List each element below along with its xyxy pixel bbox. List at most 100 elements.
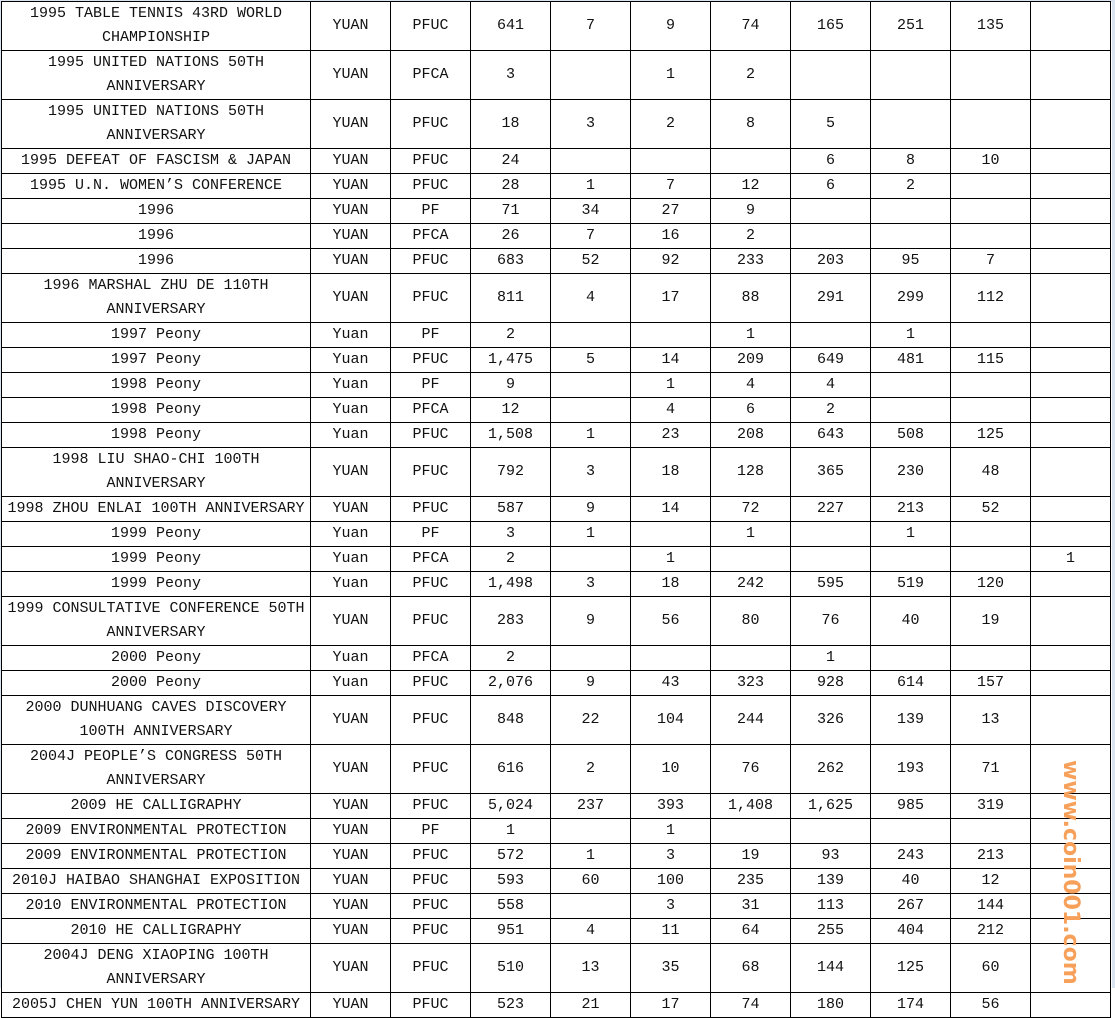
grade-5-cell — [870, 645, 951, 671]
grade-3-cell: 74 — [710, 1, 791, 51]
table-row: 1998 Peony Yuan PFCA 12 4 6 2 — [1, 397, 1111, 423]
grade-2-cell: 3 — [630, 893, 711, 919]
table-row: 2009 ENVIRONMENTAL PROTECTION YUAN PFUC 572… — [1, 843, 1111, 869]
grade-6-cell: 125 — [950, 422, 1031, 448]
grade-5-cell: 243 — [870, 843, 951, 869]
issue-name-cell: 1996 — [1, 248, 311, 274]
grade-1-cell: 9 — [550, 596, 631, 646]
total-cell: 12 — [470, 397, 551, 423]
grade-7-cell — [1030, 248, 1111, 274]
grade-3-cell: 76 — [710, 744, 791, 794]
type-cell: PFUC — [390, 496, 471, 522]
grade-2-cell: 18 — [630, 447, 711, 497]
grade-4-cell: 928 — [790, 670, 871, 696]
grade-7-cell — [1030, 670, 1111, 696]
grade-6-cell — [950, 521, 1031, 547]
grade-6-cell: 12 — [950, 868, 1031, 894]
total-cell: 18 — [470, 99, 551, 149]
total-cell: 26 — [470, 223, 551, 249]
grade-1-cell: 237 — [550, 793, 631, 819]
total-cell: 1,498 — [470, 571, 551, 597]
grade-2-cell: 27 — [630, 198, 711, 224]
type-cell: PFUC — [390, 670, 471, 696]
total-cell: 593 — [470, 868, 551, 894]
grade-6-cell: 135 — [950, 1, 1031, 51]
grade-2-cell: 23 — [630, 422, 711, 448]
total-cell: 641 — [470, 1, 551, 51]
currency-cell: YUAN — [310, 868, 391, 894]
currency-cell: YUAN — [310, 943, 391, 993]
issue-name-cell: 1998 Peony — [1, 422, 311, 448]
grade-4-cell: 6 — [790, 173, 871, 199]
grade-5-cell: 139 — [870, 695, 951, 745]
grade-2-cell — [630, 322, 711, 348]
grade-7-cell — [1030, 818, 1111, 844]
grade-4-cell: 1,625 — [790, 793, 871, 819]
grade-3-cell: 208 — [710, 422, 791, 448]
type-cell: PFUC — [390, 744, 471, 794]
grade-4-cell: 365 — [790, 447, 871, 497]
table-row: 1995 U.N. WOMEN’S CONFERENCE YUAN PFUC 28 1 7… — [1, 173, 1111, 199]
grade-1-cell: 7 — [550, 223, 631, 249]
grade-2-cell: 18 — [630, 571, 711, 597]
grade-1-cell: 5 — [550, 347, 631, 373]
grade-6-cell: 19 — [950, 596, 1031, 646]
type-cell: PFUC — [390, 173, 471, 199]
currency-cell: YUAN — [310, 50, 391, 100]
issue-name-cell: 1995 UNITED NATIONS 50TH ANNIVERSARY — [1, 50, 311, 100]
grade-3-cell: 233 — [710, 248, 791, 274]
grade-1-cell: 9 — [550, 670, 631, 696]
grade-4-cell — [790, 521, 871, 547]
grade-5-cell: 614 — [870, 670, 951, 696]
table-row: 1996 YUAN PFUC 683 52 92 233 203 95 7 — [1, 248, 1111, 274]
grade-6-cell: 7 — [950, 248, 1031, 274]
grade-4-cell: 1 — [790, 645, 871, 671]
table-row: 1998 Peony Yuan PF 9 1 4 4 — [1, 372, 1111, 398]
grade-2-cell: 56 — [630, 596, 711, 646]
currency-cell: Yuan — [310, 521, 391, 547]
grade-3-cell: 235 — [710, 868, 791, 894]
grade-1-cell — [550, 893, 631, 919]
issue-name-cell: 1995 TABLE TENNIS 43RD WORLD CHAMPIONSHI… — [1, 1, 311, 51]
grade-6-cell — [950, 372, 1031, 398]
grade-6-cell: 319 — [950, 793, 1031, 819]
grade-3-cell: 74 — [710, 992, 791, 1018]
grade-4-cell: 5 — [790, 99, 871, 149]
table-row: 1998 LIU SHAO-CHI 100TH ANNIVERSARY YUAN P… — [1, 447, 1111, 497]
grade-5-cell — [870, 198, 951, 224]
grade-4-cell — [790, 546, 871, 572]
grade-3-cell: 9 — [710, 198, 791, 224]
total-cell: 510 — [470, 943, 551, 993]
type-cell: PFUC — [390, 1, 471, 51]
issue-name-cell: 1999 CONSULTATIVE CONFERENCE 50TH ANNIVE… — [1, 596, 311, 646]
grade-1-cell: 9 — [550, 496, 631, 522]
grade-4-cell: 649 — [790, 347, 871, 373]
grade-2-cell: 1 — [630, 372, 711, 398]
issue-name-cell: 1999 Peony — [1, 521, 311, 547]
grade-2-cell: 1 — [630, 546, 711, 572]
grade-7-cell — [1030, 173, 1111, 199]
grade-2-cell: 4 — [630, 397, 711, 423]
type-cell: PF — [390, 372, 471, 398]
type-cell: PFCA — [390, 50, 471, 100]
grade-3-cell: 244 — [710, 695, 791, 745]
issue-name-cell: 2000 DUNHUANG CAVES DISCOVERY 100TH ANNI… — [1, 695, 311, 745]
grade-2-cell: 7 — [630, 173, 711, 199]
grade-5-cell: 2 — [870, 173, 951, 199]
grade-5-cell: 1 — [870, 322, 951, 348]
currency-cell: YUAN — [310, 695, 391, 745]
grade-6-cell — [950, 546, 1031, 572]
type-cell: PFUC — [390, 893, 471, 919]
grade-6-cell: 71 — [950, 744, 1031, 794]
grade-3-cell: 31 — [710, 893, 791, 919]
grade-1-cell: 1 — [550, 843, 631, 869]
grade-7-cell — [1030, 918, 1111, 944]
total-cell: 848 — [470, 695, 551, 745]
issue-name-cell: 1996 — [1, 223, 311, 249]
grade-2-cell: 1 — [630, 50, 711, 100]
grade-2-cell — [630, 645, 711, 671]
grade-7-cell — [1030, 223, 1111, 249]
grade-7-cell — [1030, 347, 1111, 373]
grade-6-cell — [950, 818, 1031, 844]
